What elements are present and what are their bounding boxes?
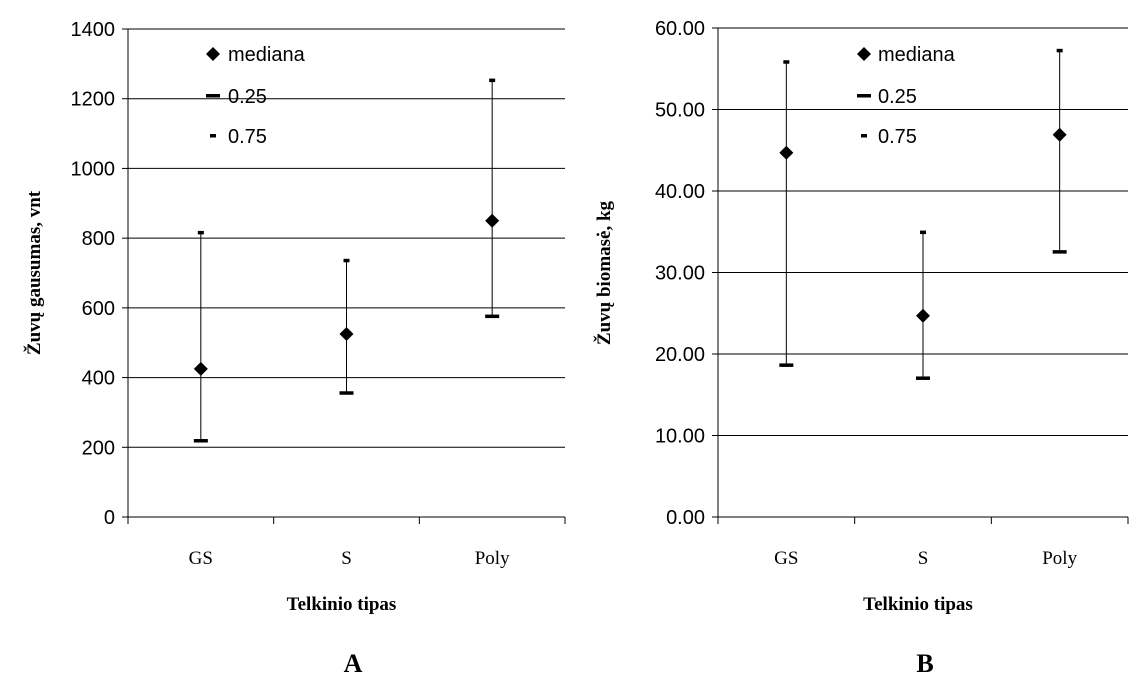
y-tick-label: 50.00 xyxy=(655,100,705,122)
point-median xyxy=(1052,127,1067,142)
point-q75 xyxy=(489,78,496,83)
legend-label: 0.75 xyxy=(228,126,267,148)
y-tick-label: 60.00 xyxy=(655,18,705,40)
chart-panel-b: 0.00 10.00 20.00 30.00 40.00 50.00 60.00 GS S Pol… xyxy=(593,18,1129,678)
y-tick-label: 1000 xyxy=(71,158,116,180)
point-q25 xyxy=(485,314,500,319)
point-median xyxy=(485,213,500,228)
point-median xyxy=(779,145,794,160)
point-median xyxy=(193,361,208,376)
x-tick-label: S xyxy=(918,548,929,569)
x-axis-title: Telkinio tipas xyxy=(863,594,973,615)
y-tick-label: 0 xyxy=(104,507,115,529)
panel-letter: B xyxy=(916,649,933,678)
chart-panel-a: 0 200 400 600 800 1000 1200 1400 GS S Poly Telkinio… xyxy=(23,19,566,678)
legend-marker xyxy=(206,94,220,98)
y-tick-label: 1200 xyxy=(71,89,116,111)
y-tick-label: 400 xyxy=(82,368,115,390)
y-tick-label: 200 xyxy=(82,437,115,459)
legend-marker xyxy=(206,47,220,61)
point-median xyxy=(916,308,930,323)
y-axis-title: Žuvų gausumas, vnt xyxy=(23,190,45,355)
legend-label: 0.25 xyxy=(228,86,267,108)
point-q75 xyxy=(1056,48,1063,53)
y-tick-label: 1400 xyxy=(71,19,116,41)
legend-label: mediana xyxy=(878,44,956,66)
legend-label: 0.75 xyxy=(878,126,917,148)
y-axis-title: Žuvų biomasė, kg xyxy=(593,200,615,345)
legend-marker xyxy=(861,134,867,138)
y-tick-label: 20.00 xyxy=(655,344,705,366)
point-q25 xyxy=(193,439,208,443)
y-tick-label: 30.00 xyxy=(655,263,705,285)
x-tick-label: Poly xyxy=(475,548,510,569)
point-q25 xyxy=(339,391,354,395)
point-q75 xyxy=(920,230,926,235)
point-q75 xyxy=(783,60,790,64)
point-q25 xyxy=(916,376,930,380)
legend: mediana 0.25 0.75 xyxy=(206,44,306,148)
legend-label: 0.25 xyxy=(878,86,917,108)
point-q75 xyxy=(197,230,204,235)
legend-marker xyxy=(857,47,871,61)
point-q25 xyxy=(779,363,794,367)
legend-label: mediana xyxy=(228,44,306,66)
legend: mediana 0.25 0.75 xyxy=(857,44,956,148)
x-axis-title: Telkinio tipas xyxy=(287,594,397,615)
y-tick-label: 0.00 xyxy=(666,507,705,529)
panel-letter: A xyxy=(344,649,363,678)
x-tick-label: GS xyxy=(189,548,213,569)
y-tick-label: 800 xyxy=(82,228,115,250)
y-tick-label: 10.00 xyxy=(655,426,705,448)
x-tick-label: GS xyxy=(774,548,798,569)
y-tick-label: 40.00 xyxy=(655,181,705,203)
point-q25 xyxy=(1052,250,1067,254)
x-tick-label: S xyxy=(341,548,352,569)
x-tick-label: Poly xyxy=(1042,548,1077,569)
point-median xyxy=(339,327,354,341)
y-tick-label: 600 xyxy=(82,298,115,320)
legend-marker xyxy=(210,134,216,138)
point-q75 xyxy=(343,258,350,263)
legend-marker xyxy=(857,94,871,98)
